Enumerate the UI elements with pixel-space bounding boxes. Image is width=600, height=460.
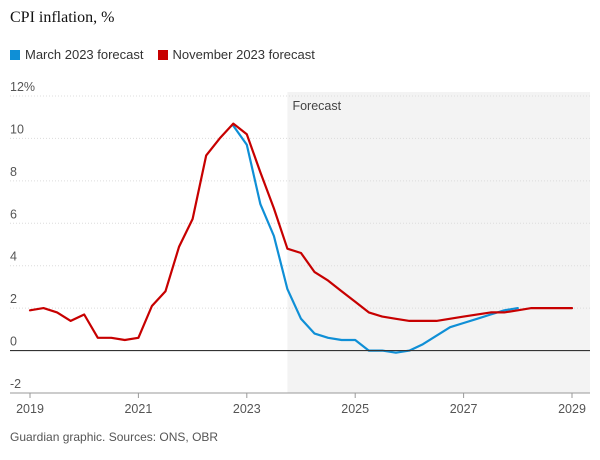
y-tick-label: 8: [10, 165, 17, 179]
y-tick-label: 12%: [10, 80, 35, 94]
legend-swatch-november: [157, 49, 168, 60]
x-tick-label: 2025: [341, 402, 369, 416]
y-tick-label: 6: [10, 207, 17, 221]
forecast-label: Forecast: [292, 99, 341, 113]
y-tick-label: 10: [10, 122, 24, 136]
x-tick-label: 2023: [233, 402, 261, 416]
x-tick-label: 2021: [124, 402, 152, 416]
y-tick-label: 0: [10, 335, 17, 349]
x-tick-label: 2027: [450, 402, 478, 416]
chart-area: -2 0 2 4 6 8 10 12% Forecast 2019 2021 2023 2025 2027…: [10, 80, 590, 416]
source-note: Guardian graphic. Sources: ONS, OBR: [10, 430, 219, 444]
forecast-region: [287, 92, 590, 393]
y-tick-label: 4: [10, 250, 17, 264]
y-tick-label: -2: [10, 377, 21, 391]
legend-label-november: November 2023 forecast: [172, 47, 315, 62]
series-line-1: [28, 122, 574, 342]
legend-item-march: March 2023 forecast: [10, 47, 144, 62]
x-tick-label: 2019: [16, 402, 44, 416]
x-tick-label: 2029: [558, 402, 586, 416]
chart-title: CPI inflation, %: [10, 9, 115, 26]
legend-item-november: November 2023 forecast: [157, 47, 315, 62]
legend: March 2023 forecast November 2023 foreca…: [10, 47, 315, 62]
legend-swatch-march: [10, 49, 20, 60]
y-tick-label: 2: [10, 292, 17, 306]
legend-label-march: March 2023 forecast: [25, 47, 144, 62]
